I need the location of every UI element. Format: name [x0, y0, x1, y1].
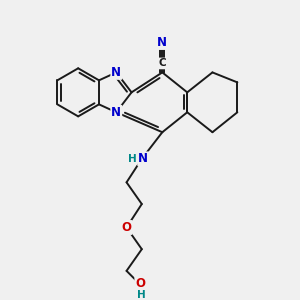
Text: N: N: [111, 106, 121, 119]
Text: C: C: [158, 58, 166, 68]
Text: N: N: [111, 66, 121, 79]
Text: N: N: [157, 36, 167, 49]
Text: O: O: [122, 221, 131, 234]
Text: H: H: [128, 154, 137, 164]
Text: O: O: [135, 277, 145, 290]
Text: H: H: [137, 290, 146, 300]
Text: N: N: [138, 152, 148, 165]
